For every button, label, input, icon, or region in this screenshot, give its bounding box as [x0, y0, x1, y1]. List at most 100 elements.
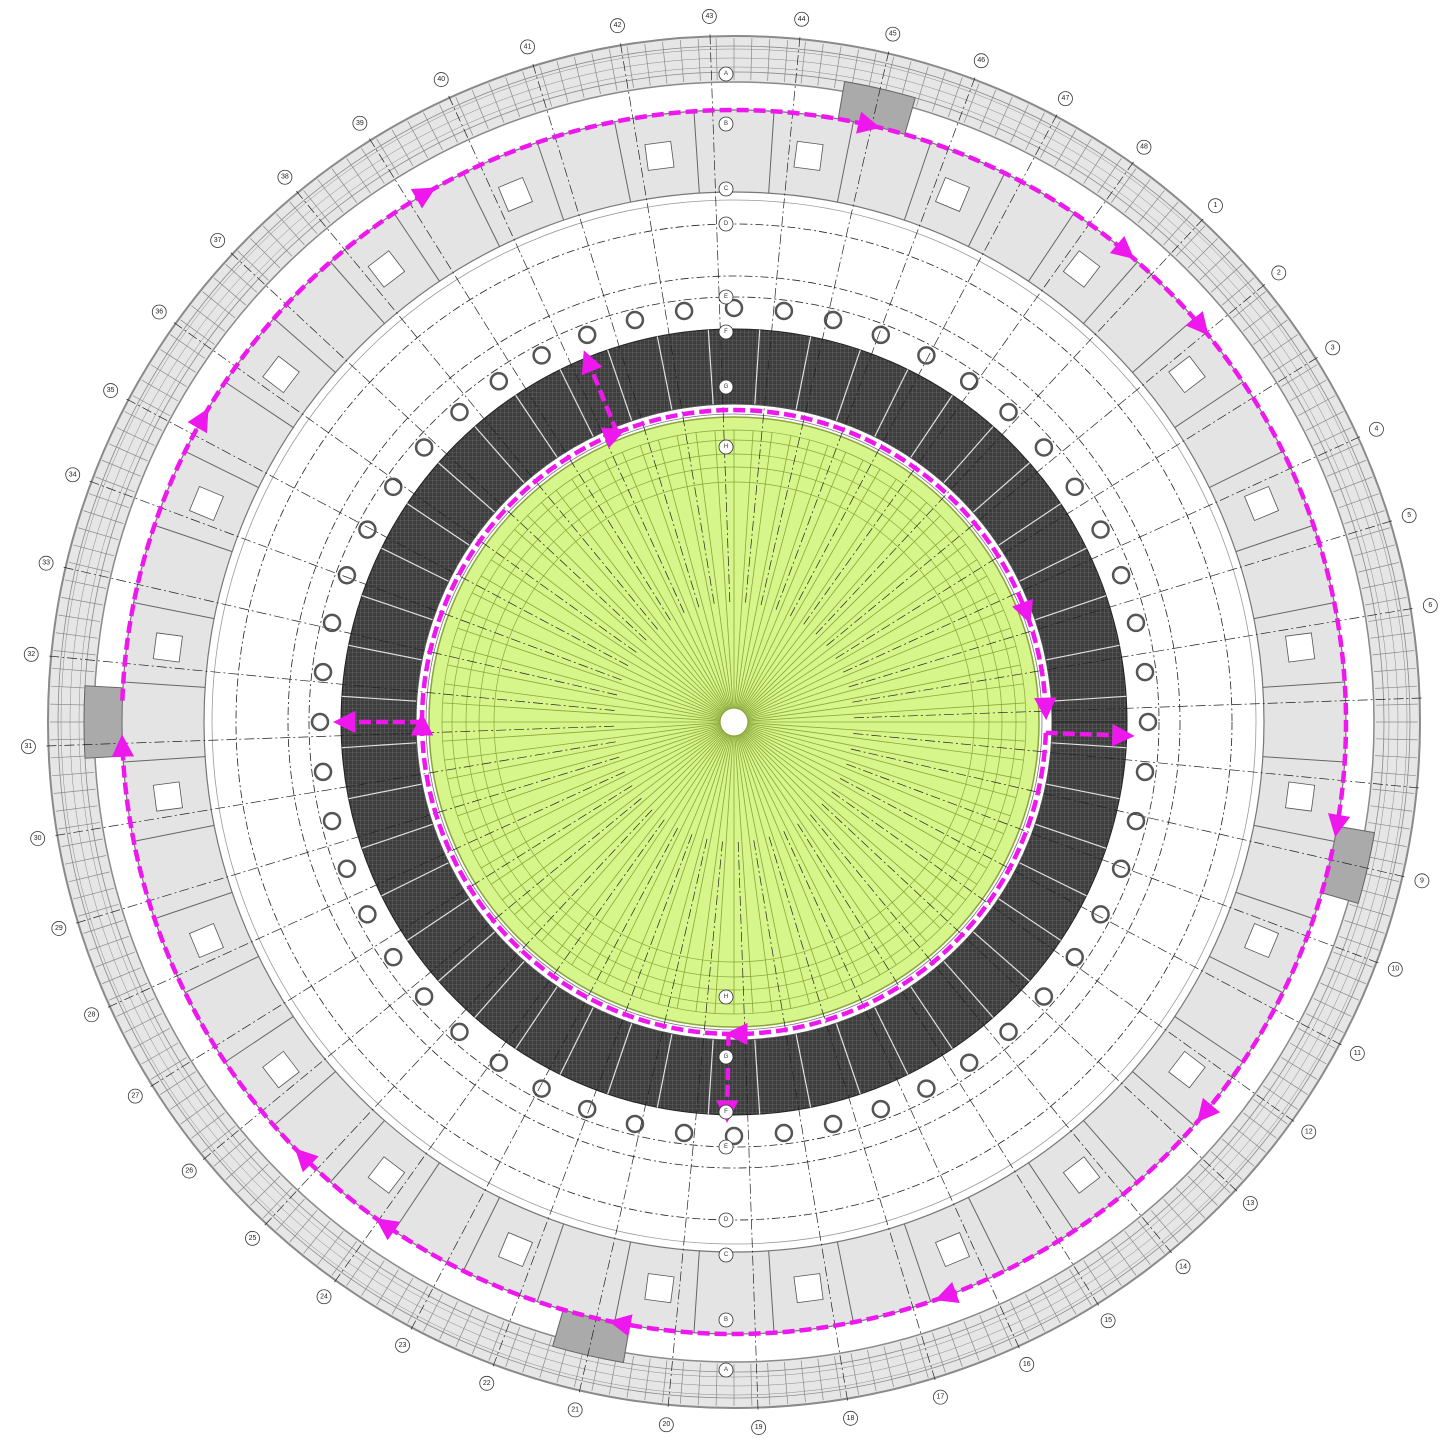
outer-ring-stall-line [1175, 1187, 1206, 1219]
radial-grid-axis [619, 41, 715, 604]
outer-ring-stall-line [376, 138, 399, 175]
structural-column [917, 346, 936, 365]
ring-grid-bubble [718, 1247, 734, 1263]
radial-grid-axis [852, 607, 1415, 703]
radial-grid-axis [850, 748, 1407, 878]
ring-grid-label: G [724, 1054, 729, 1060]
grid-bubble [127, 1088, 143, 1104]
center-spoke [736, 735, 792, 1009]
outer-ring-stall-line [1069, 138, 1092, 175]
room-window-grid [367, 1156, 406, 1194]
grid-label: 18 [847, 1415, 855, 1422]
grid-bubble [1422, 598, 1438, 613]
structural-column [1091, 520, 1110, 539]
grid-bubble [181, 1163, 197, 1179]
outer-ring-stall-line [289, 201, 318, 235]
ring-grid-label: E [724, 294, 728, 300]
grid-bubble [38, 555, 54, 571]
outer-ring-stall-line [1372, 788, 1415, 794]
grid-bubble [51, 921, 67, 936]
grid-bubble [567, 1402, 583, 1418]
room-divider [903, 1223, 932, 1302]
outer-ring-stall-line [1298, 395, 1336, 416]
center-spoke [735, 735, 773, 1012]
outer-ring-stall-line [1124, 1231, 1151, 1265]
outer-ring-stall-line [73, 887, 114, 900]
radial-grid-axis [821, 803, 1239, 1193]
grid-label: 45 [889, 31, 897, 38]
grid-bubble [1325, 340, 1341, 356]
outer-ring-stall-line [1054, 129, 1077, 167]
outer-ring-stall-line [1339, 493, 1379, 509]
center-spoke [555, 732, 726, 954]
room-divider [462, 1197, 501, 1272]
outer-ring-stall-line [1221, 277, 1255, 306]
outer-ring-stall-line [1150, 1209, 1179, 1243]
outer-ring-stall-line [867, 1349, 877, 1392]
center-spoke [658, 735, 731, 1005]
outer-ring-stall-line [573, 56, 585, 98]
grid-bubble [352, 115, 368, 131]
grid-bubble [30, 831, 46, 846]
radial-grid-axis [105, 771, 625, 1009]
grid-label: 44 [798, 16, 806, 23]
outer-ring-stall-line [124, 411, 163, 431]
center-spoke [747, 683, 1024, 721]
outer-ring-stall-line [1040, 120, 1061, 158]
center-spoke [502, 730, 724, 901]
seating-block-divider [910, 394, 953, 458]
radial-grid-axis [853, 697, 1424, 719]
outer-ring-stall-line [1232, 1125, 1266, 1153]
room-window-grid [644, 1273, 675, 1304]
grid-label: 26 [185, 1168, 193, 1175]
outer-ring-stall-line [1313, 427, 1352, 446]
room-window-grid [497, 1232, 533, 1268]
radial-grid-axis [853, 733, 1421, 789]
grid-bubble [1242, 1196, 1258, 1211]
room-window-grid [793, 140, 824, 171]
ring-grid-label: C [724, 186, 729, 192]
outer-ring-stall-line [455, 96, 474, 136]
seating-block-divider [1051, 742, 1127, 749]
radial-grid-axis [172, 321, 637, 653]
room-divider [273, 1071, 336, 1126]
structural-column [450, 402, 469, 422]
grid-label: 9 [1420, 877, 1424, 884]
room-window-grid [1285, 632, 1316, 663]
grid-label: 14 [1179, 1263, 1187, 1270]
radial-grid-axis [667, 841, 723, 1409]
structural-column [337, 565, 357, 585]
grid-label: 11 [1354, 1050, 1361, 1057]
outer-ring-stall-line [89, 935, 129, 951]
seating-block-divider [406, 503, 470, 546]
outer-ring-stall-line [916, 66, 929, 107]
structural-column [1111, 859, 1131, 879]
outer-ring-stall-line [1272, 349, 1308, 373]
ring-grid-bubble [718, 116, 734, 132]
radial-grid-axis [846, 763, 1381, 964]
room-divider [123, 681, 206, 688]
room-divider [1262, 756, 1345, 763]
center-spoke [541, 732, 726, 942]
route-arc-inner [419, 427, 626, 723]
seating-block-divider [607, 1022, 633, 1095]
outer-ring-stall-line [361, 148, 385, 184]
seating-block-divider [835, 349, 861, 422]
outer-ring-stall-line [141, 1042, 179, 1065]
outer-ring-stall-line [1298, 1028, 1336, 1049]
grid-label: 43 [705, 13, 713, 20]
seating-block-divider [1045, 783, 1120, 800]
room-window-grid [1244, 923, 1280, 959]
room-window-grid [262, 1050, 300, 1089]
outer-ring-stall-line [1210, 264, 1243, 293]
outer-ring-stall-line [101, 459, 142, 477]
outer-ring-stall-line [78, 904, 119, 917]
ring-grid-label: B [724, 1317, 728, 1323]
outer-ring-stall-line [1372, 650, 1415, 656]
room-window-grid [262, 355, 300, 394]
seating-block-divider [656, 1033, 673, 1108]
outer-ring-stall-line [800, 1360, 806, 1403]
grid-label: 20 [662, 1421, 670, 1428]
grid-label: 41 [524, 43, 532, 50]
center-spoke [464, 726, 722, 835]
